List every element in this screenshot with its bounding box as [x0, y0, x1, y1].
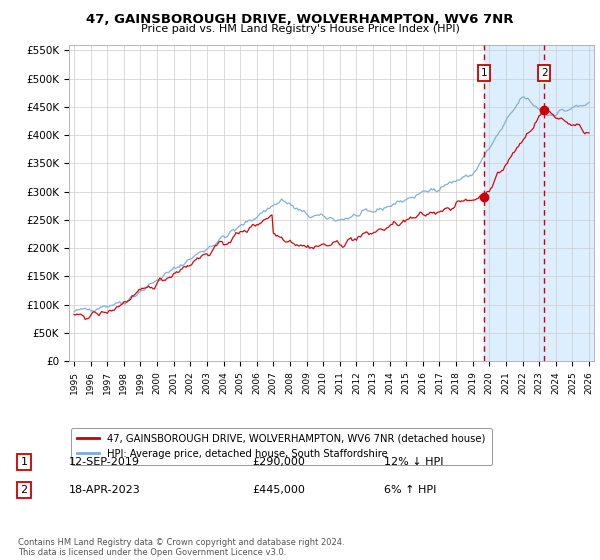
Text: 1: 1: [481, 68, 488, 78]
Text: £290,000: £290,000: [252, 457, 305, 467]
Legend: 47, GAINSBOROUGH DRIVE, WOLVERHAMPTON, WV6 7NR (detached house), HPI: Average pr: 47, GAINSBOROUGH DRIVE, WOLVERHAMPTON, W…: [71, 428, 492, 465]
Text: 6% ↑ HPI: 6% ↑ HPI: [384, 485, 436, 495]
Text: 12% ↓ HPI: 12% ↓ HPI: [384, 457, 443, 467]
Text: Contains HM Land Registry data © Crown copyright and database right 2024.
This d: Contains HM Land Registry data © Crown c…: [18, 538, 344, 557]
Text: 1: 1: [20, 457, 28, 467]
Text: Price paid vs. HM Land Registry's House Price Index (HPI): Price paid vs. HM Land Registry's House …: [140, 24, 460, 34]
Text: 2: 2: [20, 485, 28, 495]
Text: 47, GAINSBOROUGH DRIVE, WOLVERHAMPTON, WV6 7NR: 47, GAINSBOROUGH DRIVE, WOLVERHAMPTON, W…: [86, 13, 514, 26]
Bar: [544, 45, 598, 361]
Text: 18-APR-2023: 18-APR-2023: [69, 485, 141, 495]
Text: 2: 2: [541, 68, 547, 78]
Bar: [484, 45, 598, 361]
Text: £445,000: £445,000: [252, 485, 305, 495]
Text: 12-SEP-2019: 12-SEP-2019: [69, 457, 140, 467]
